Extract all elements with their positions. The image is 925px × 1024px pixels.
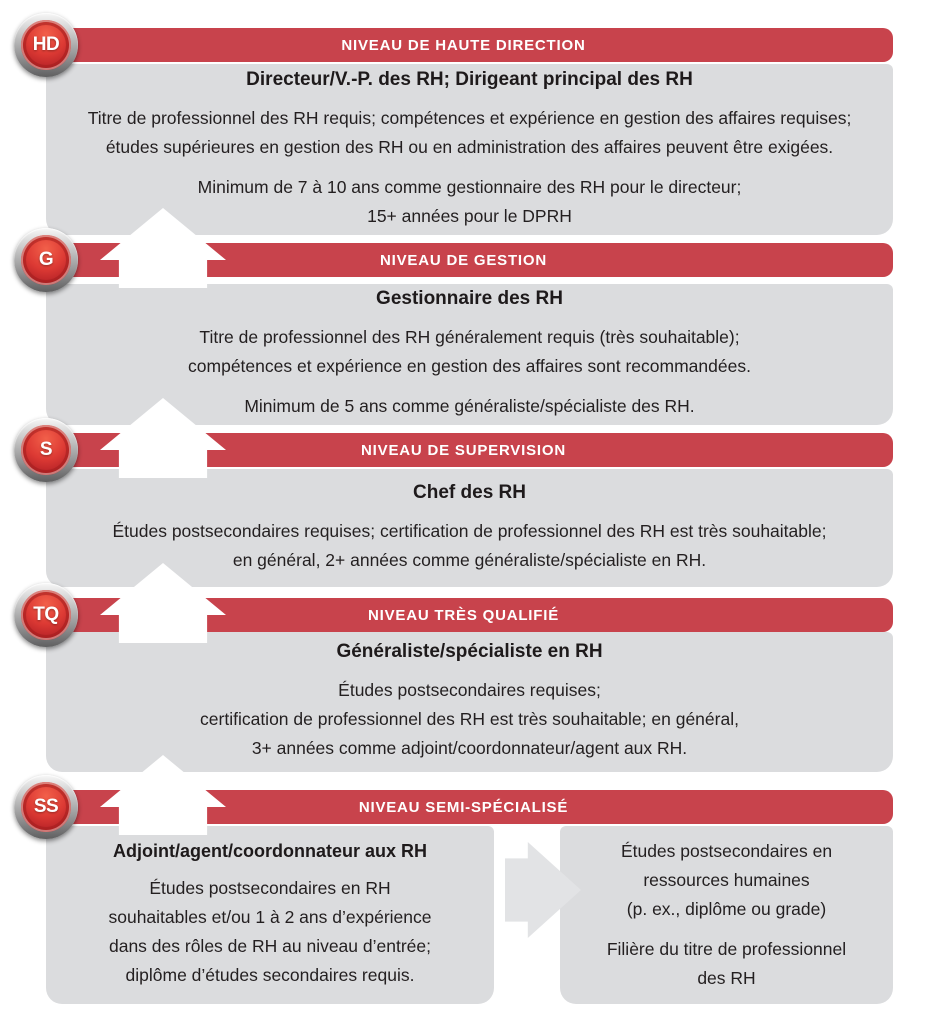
level-title-semi-specialise: Adjoint/agent/coordonnateur aux RH <box>112 840 427 861</box>
level-badge-tq-icon: TQ <box>14 583 78 647</box>
level-header-label: NIVEAU DE GESTION <box>380 251 547 269</box>
level-badge-g-label: G <box>21 235 71 285</box>
level-title-tres-qualifie: Généraliste/spécialiste en RH <box>336 641 603 662</box>
level-requirements-semi-specialise: Études postsecondaires en RH souhaitable… <box>108 877 432 985</box>
level-badge-g-icon: G <box>14 228 78 292</box>
level-title-haute-direction: Directeur/V.-P. des RH; Dirigeant princi… <box>246 68 693 90</box>
level-badge-s-icon: S <box>14 418 78 482</box>
level-card-gestion: Gestionnaire des RH Titre de professionn… <box>46 284 893 425</box>
level-experience-gestion: Minimum de 5 ans comme généraliste/spéci… <box>244 396 695 416</box>
level-card-semi-specialise-education: Études postsecondaires en ressources hum… <box>560 826 893 1004</box>
level-title-supervision: Chef des RH <box>413 481 526 503</box>
level-badge-ss-label: SS <box>21 782 71 832</box>
level-card-supervision: Chef des RH Études postsecondaires requi… <box>46 469 893 587</box>
level-requirements-tres-qualifie: Études postsecondaires requises; certifi… <box>200 680 739 758</box>
level-badge-tq-label: TQ <box>21 590 71 640</box>
level-header-label: NIVEAU DE SUPERVISION <box>361 441 566 459</box>
level-header-label: NIVEAU TRÈS QUALIFIÉ <box>367 606 559 624</box>
level-header-label: NIVEAU SEMI-SPÉCIALISÉ <box>358 798 569 816</box>
level-badge-hd-icon: HD <box>14 13 78 77</box>
level-card-haute-direction: Directeur/V.-P. des RH; Dirigeant princi… <box>46 64 893 235</box>
education-path-text: Études postsecondaires en ressources hum… <box>620 841 833 919</box>
level-requirements-gestion: Titre de professionnel des RH généraleme… <box>188 327 751 376</box>
level-title-gestion: Gestionnaire des RH <box>376 288 563 309</box>
level-requirements-haute-direction: Titre de professionnel des RH requis; co… <box>87 107 852 157</box>
level-header-haute-direction: NIVEAU DE HAUTE DIRECTION <box>34 28 893 62</box>
certification-path-text: Filière du titre de professionnel des RH <box>606 939 847 988</box>
level-badge-hd-label: HD <box>21 20 71 70</box>
level-card-semi-specialise-role: Adjoint/agent/coordonnateur aux RH Étude… <box>46 826 494 1004</box>
level-requirements-supervision: Études postsecondaires requises; certifi… <box>112 520 827 570</box>
level-badge-ss-icon: SS <box>14 775 78 839</box>
level-card-tres-qualifie: Généraliste/spécialiste en RH Études pos… <box>46 632 893 772</box>
level-experience-haute-direction: Minimum de 7 à 10 ans comme gestionnaire… <box>197 176 742 226</box>
level-badge-s-label: S <box>21 425 71 475</box>
level-header-label: NIVEAU DE HAUTE DIRECTION <box>341 36 586 54</box>
